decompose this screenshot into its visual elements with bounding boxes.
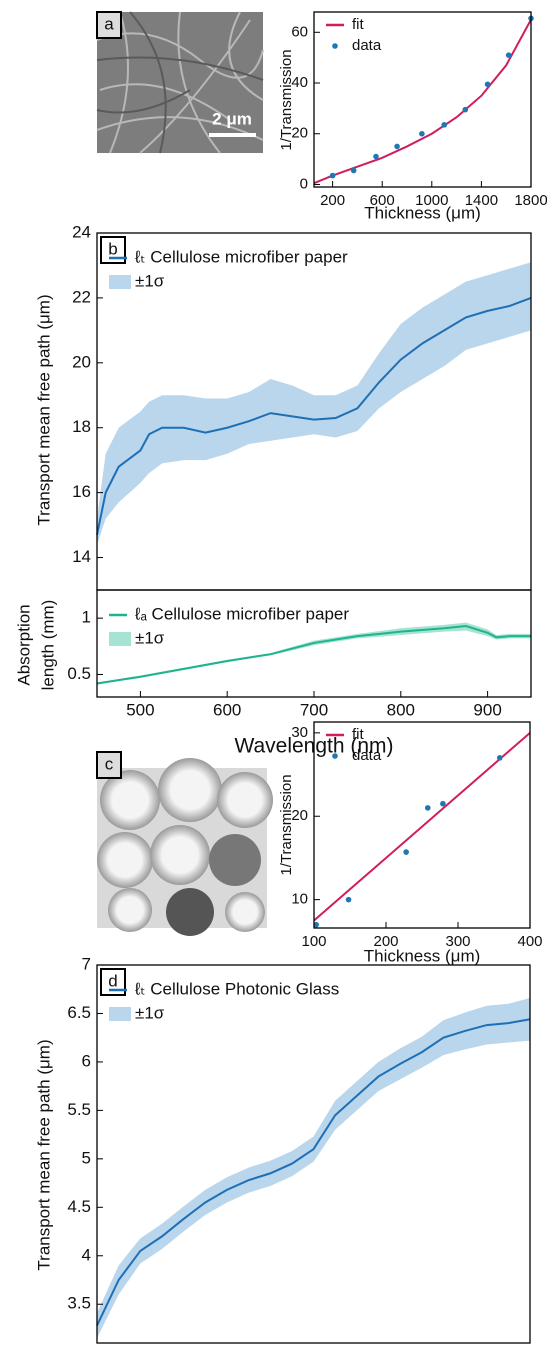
y-axis-label: Absorption (14, 604, 33, 685)
x-tick-label: 100 (301, 933, 326, 950)
y-tick-label: 6 (82, 1051, 91, 1070)
legend-swatch (332, 43, 338, 49)
x-tick-label: 800 (387, 700, 415, 719)
data-point (373, 154, 379, 160)
y-tick-label: 18 (72, 417, 91, 436)
y-axis-label: 1/Transmission (278, 49, 295, 150)
y-tick-label: 7 (82, 954, 91, 973)
figure: 2 μm a b c d 0204060200600100014001800Th… (0, 0, 547, 1353)
y-tick-label: 0.5 (67, 664, 91, 683)
legend-label: ±1σ (135, 271, 165, 290)
legend-label: ℓₜ Cellulose Photonic Glass (134, 979, 339, 998)
error-band (97, 262, 531, 544)
panel-label: b (108, 239, 117, 258)
legend-label: ±1σ (135, 1003, 165, 1022)
x-tick-label: 600 (213, 700, 241, 719)
legend-swatch (332, 753, 338, 759)
data-point (403, 849, 409, 855)
data-line (97, 1019, 530, 1325)
data-point (346, 897, 352, 903)
data-point (419, 131, 425, 137)
data-point (497, 755, 503, 761)
data-point (441, 122, 447, 128)
data-point (485, 81, 491, 87)
legend-label: ℓₐ Cellulose microfiber paper (134, 604, 349, 623)
x-tick-label: 1800 (514, 192, 547, 209)
panel-label: d (108, 971, 117, 990)
y-tick-label: 10 (291, 891, 308, 908)
y-tick-label: 30 (291, 724, 308, 741)
data-point (462, 107, 468, 113)
x-tick-label: 400 (517, 933, 542, 950)
y-tick-label: 60 (291, 23, 308, 40)
data-line (314, 733, 530, 921)
data-line (314, 20, 531, 184)
legend-label: fit (352, 16, 365, 33)
data-point (351, 168, 357, 174)
y-axis-label: length (mm) (38, 600, 57, 691)
x-axis-label: Thickness (μm) (364, 946, 481, 965)
plot-frame (314, 12, 531, 187)
panel-label: c (105, 754, 114, 773)
y-tick-label: 5 (82, 1148, 91, 1167)
legend-swatch (109, 275, 131, 289)
legend-swatch (109, 632, 131, 646)
legend-label: data (352, 37, 382, 54)
y-tick-label: 14 (72, 547, 91, 566)
y-tick-label: 0 (300, 175, 308, 192)
panel-label: a (104, 14, 114, 33)
data-point (440, 801, 446, 807)
x-tick-label: 900 (473, 700, 501, 719)
legend-label: ±1σ (135, 628, 165, 647)
x-tick-label: 500 (126, 700, 154, 719)
y-tick-label: 5.5 (67, 1100, 91, 1119)
y-tick-label: 4 (82, 1245, 91, 1264)
legend-swatch (109, 1007, 131, 1021)
legend-label: fit (352, 726, 365, 743)
y-tick-label: 16 (72, 482, 91, 501)
legend-label: ℓₜ Cellulose microfiber paper (134, 247, 348, 266)
y-tick-label: 1 (82, 608, 91, 627)
data-point (394, 144, 400, 150)
y-axis-label: Transport mean free path (μm) (34, 294, 53, 525)
x-axis-label: Thickness (μm) (364, 203, 481, 222)
y-tick-label: 22 (72, 287, 91, 306)
y-tick-label: 4.5 (67, 1197, 91, 1216)
y-tick-label: 6.5 (67, 1003, 91, 1022)
y-tick-label: 20 (72, 352, 91, 371)
scale-bar-label: 2 μm (212, 109, 252, 128)
data-point (330, 173, 336, 179)
error-band (97, 998, 530, 1338)
y-axis-label: Transport mean free path (μm) (34, 1039, 53, 1270)
y-tick-label: 24 (72, 222, 91, 241)
legend-label: data (352, 747, 382, 764)
x-tick-label: 200 (320, 192, 345, 209)
data-point (506, 52, 512, 58)
data-point (425, 805, 431, 811)
x-tick-label: 700 (300, 700, 328, 719)
y-tick-label: 3.5 (67, 1294, 91, 1313)
y-axis-label: 1/Transmission (278, 774, 295, 875)
photonic-glass-image (97, 758, 273, 936)
